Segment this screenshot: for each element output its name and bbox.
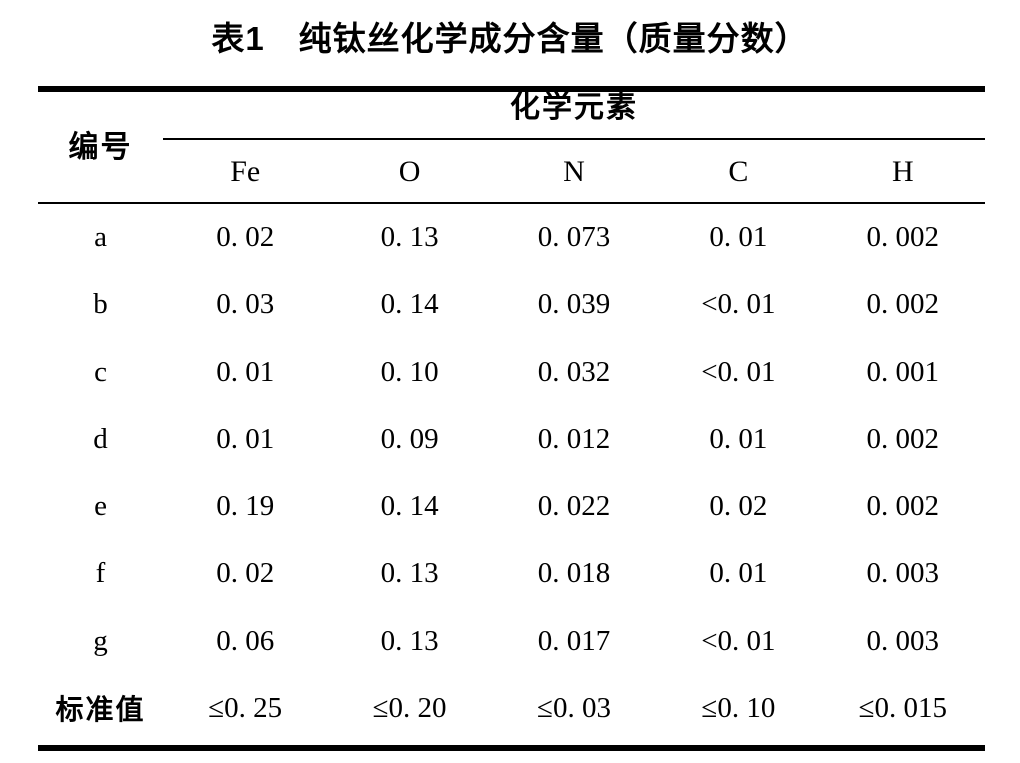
cell-o: 0. 13 bbox=[380, 221, 439, 254]
table-row-d: d 0. 01 0. 09 0. 012 0. 01 0. 002 bbox=[38, 406, 985, 473]
cell-c: <0. 01 bbox=[701, 288, 776, 321]
cell-o: 0. 13 bbox=[380, 557, 439, 590]
cell-c: <0. 01 bbox=[701, 624, 776, 657]
cell-fe: 0. 01 bbox=[216, 422, 275, 455]
cell-n: 0. 012 bbox=[537, 422, 611, 455]
cell-c: ≤0. 10 bbox=[701, 691, 776, 724]
corner-header-label: 编号 bbox=[68, 131, 133, 164]
cell-h: ≤0. 015 bbox=[858, 691, 947, 724]
bottom-rule bbox=[38, 745, 985, 751]
table-row-b: b 0. 03 0. 14 0. 039 <0. 01 0. 002 bbox=[38, 271, 985, 338]
cell-fe: 0. 02 bbox=[216, 221, 275, 254]
table-row-standard: 标准值 ≤0. 25 ≤0. 20 ≤0. 03 ≤0. 10 ≤0. 015 bbox=[38, 675, 985, 742]
cell-c: 0. 01 bbox=[709, 422, 768, 455]
row-label: d bbox=[93, 422, 108, 455]
cell-fe: 0. 06 bbox=[216, 624, 275, 657]
cell-n: 0. 017 bbox=[537, 624, 611, 657]
col-header-o: O bbox=[398, 155, 421, 188]
table-row-e: e 0. 19 0. 14 0. 022 0. 02 0. 002 bbox=[38, 473, 985, 540]
row-label: a bbox=[94, 221, 107, 254]
table-row-c: c 0. 01 0. 10 0. 032 <0. 01 0. 001 bbox=[38, 339, 985, 406]
cell-n: 0. 073 bbox=[537, 221, 611, 254]
row-label: e bbox=[94, 490, 107, 523]
table-row-g: g 0. 06 0. 13 0. 017 <0. 01 0. 003 bbox=[38, 608, 985, 675]
cell-o: 0. 13 bbox=[380, 624, 439, 657]
top-rule bbox=[38, 86, 985, 92]
cell-c: 0. 01 bbox=[709, 221, 768, 254]
cell-n: ≤0. 03 bbox=[537, 691, 611, 724]
col-header-n: N bbox=[563, 155, 585, 188]
table-row-a: a 0. 02 0. 13 0. 073 0. 01 0. 002 bbox=[38, 204, 985, 271]
row-label: g bbox=[93, 624, 108, 657]
table-row-f: f 0. 02 0. 13 0. 018 0. 01 0. 003 bbox=[38, 540, 985, 607]
cell-n: 0. 032 bbox=[537, 355, 611, 388]
cell-o: 0. 14 bbox=[380, 288, 439, 321]
cell-o: 0. 09 bbox=[380, 422, 439, 455]
cell-o: 0. 14 bbox=[380, 490, 439, 523]
col-header-h: H bbox=[891, 155, 914, 188]
cell-h: 0. 002 bbox=[866, 288, 940, 321]
cell-fe: ≤0. 25 bbox=[208, 691, 283, 724]
table-title: 表1 纯钛丝化学成分含量（质量分数） bbox=[211, 20, 809, 57]
cell-n: 0. 039 bbox=[537, 288, 611, 321]
cell-h: 0. 003 bbox=[866, 624, 940, 657]
row-label: b bbox=[93, 288, 108, 321]
row-label: f bbox=[95, 557, 106, 590]
cell-o: 0. 10 bbox=[380, 355, 439, 388]
cell-h: 0. 002 bbox=[866, 221, 940, 254]
cell-c: <0. 01 bbox=[701, 355, 776, 388]
header-rule bbox=[38, 202, 985, 204]
cell-h: 0. 002 bbox=[866, 422, 940, 455]
cell-o: ≤0. 20 bbox=[372, 691, 447, 724]
cell-fe: 0. 02 bbox=[216, 557, 275, 590]
table-body: a 0. 02 0. 13 0. 073 0. 01 0. 002 b 0. 0… bbox=[38, 204, 985, 742]
cell-fe: 0. 03 bbox=[216, 288, 275, 321]
group-header-label: 化学元素 bbox=[510, 91, 638, 124]
cell-c: 0. 01 bbox=[709, 557, 768, 590]
cell-n: 0. 022 bbox=[537, 490, 611, 523]
row-label: 标准值 bbox=[55, 694, 146, 726]
cell-fe: 0. 19 bbox=[216, 490, 275, 523]
cell-h: 0. 001 bbox=[866, 355, 940, 388]
cell-c: 0. 02 bbox=[709, 490, 768, 523]
cell-fe: 0. 01 bbox=[216, 355, 275, 388]
element-header-row: Fe O N C H bbox=[163, 148, 985, 196]
cell-n: 0. 018 bbox=[537, 557, 611, 590]
cell-h: 0. 003 bbox=[866, 557, 940, 590]
col-header-fe: Fe bbox=[230, 155, 261, 188]
group-header-rule bbox=[163, 138, 985, 140]
row-label: c bbox=[94, 355, 107, 388]
col-header-c: C bbox=[728, 155, 749, 188]
cell-h: 0. 002 bbox=[866, 490, 940, 523]
